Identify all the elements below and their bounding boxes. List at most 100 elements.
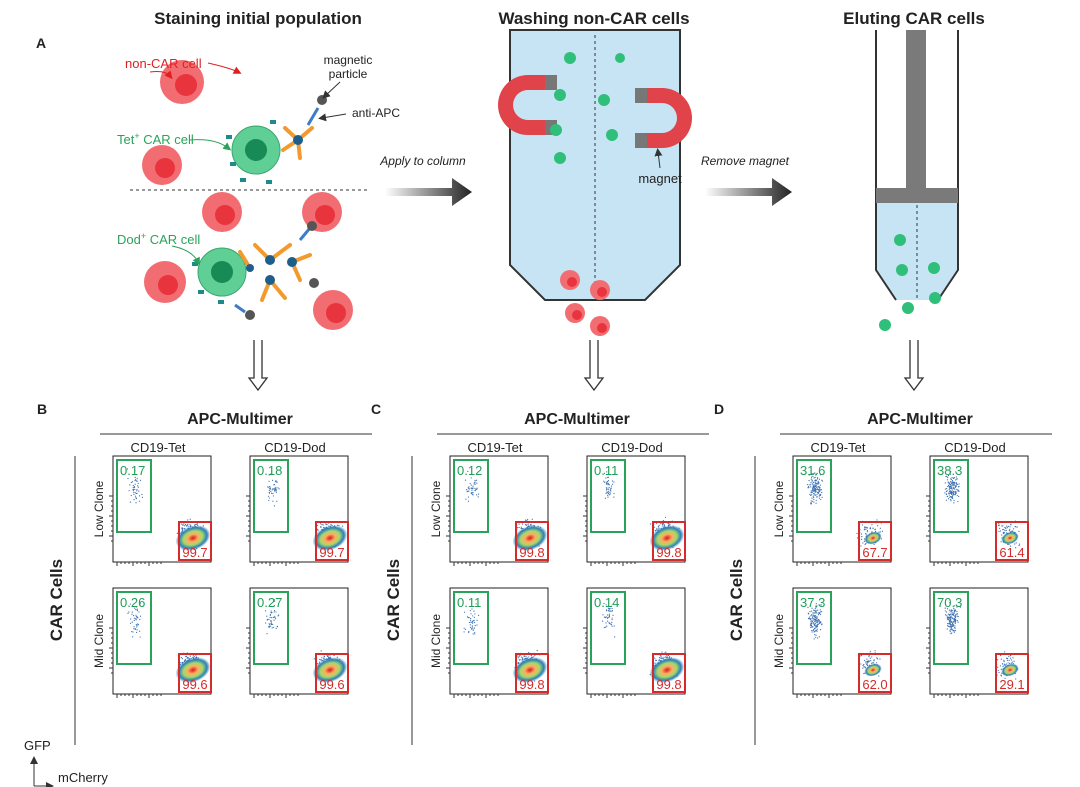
event-dot (810, 623, 812, 625)
event-dot (132, 486, 134, 489)
event-dot (949, 473, 951, 476)
event-dot (954, 485, 956, 487)
event-dot (810, 503, 812, 505)
plot-frame (929, 455, 1029, 563)
flow-plot: 0.11 99.8 (583, 455, 686, 566)
event-dot (808, 480, 810, 482)
event-dot (273, 609, 276, 612)
column-label: CD19-Dod (601, 440, 662, 455)
event-dot (517, 655, 519, 657)
event-dot (999, 530, 1002, 532)
event-dot (997, 669, 999, 672)
annotation-part: CAR cell (140, 132, 194, 147)
event-dot (1001, 534, 1003, 536)
event-dot (879, 531, 881, 533)
event-dot (518, 523, 520, 525)
density-core (312, 657, 348, 683)
event-dot (816, 628, 818, 630)
event-dot (951, 491, 953, 493)
event-dot (1004, 663, 1006, 665)
event-dot (605, 626, 607, 628)
event-dot (812, 487, 814, 489)
event-dot (820, 621, 822, 623)
event-dot (463, 631, 465, 633)
event-dot (955, 483, 958, 485)
event-dot (665, 651, 667, 653)
event-dot (135, 618, 137, 620)
event-dot (666, 654, 668, 657)
event-dot (813, 498, 815, 500)
event-dot (474, 487, 476, 489)
event-dot (658, 659, 661, 661)
event-dot (860, 533, 863, 535)
event-dot (816, 493, 818, 495)
event-dot (865, 527, 867, 529)
event-dot (130, 618, 132, 620)
event-dot (473, 621, 476, 624)
event-dot (950, 500, 952, 502)
event-dot (871, 662, 873, 664)
event-dot (821, 480, 823, 482)
event-dot (952, 485, 954, 487)
event-dot (608, 614, 610, 616)
event-dot (268, 474, 270, 476)
event-dot (467, 470, 469, 473)
event-dot (820, 611, 822, 613)
gate-red (315, 521, 349, 561)
event-dot (135, 502, 137, 504)
event-dot (183, 523, 185, 525)
event-dot (139, 618, 141, 621)
event-dot (607, 494, 609, 496)
event-dot (818, 495, 820, 497)
event-dot (525, 655, 527, 657)
gate-red (652, 653, 686, 693)
event-dot (808, 474, 810, 476)
event-dot (866, 527, 869, 529)
event-dot (819, 486, 821, 488)
event-dot (186, 655, 188, 657)
event-dot (1018, 544, 1020, 547)
event-dot (135, 631, 138, 634)
event-dot (320, 650, 322, 652)
event-dot (270, 621, 272, 623)
event-dot (608, 490, 610, 492)
event-dot (136, 625, 138, 627)
event-dot (133, 617, 136, 619)
event-dot (273, 605, 275, 607)
event-dot (952, 490, 954, 493)
event-dot (866, 531, 868, 533)
event-dot (611, 625, 613, 627)
event-dot (807, 617, 810, 620)
event-dot (130, 494, 132, 497)
event-dot (950, 633, 952, 635)
event-dot (611, 618, 613, 621)
event-dot (603, 616, 606, 618)
gate-green (796, 591, 832, 665)
event-dot (269, 616, 271, 619)
event-dot (274, 616, 276, 619)
event-dot (613, 625, 615, 627)
gate-percent: 99.8 (519, 545, 544, 560)
event-dot (275, 480, 277, 482)
event-dot (809, 484, 811, 486)
event-dot (860, 545, 862, 547)
process-arrow (705, 178, 792, 206)
event-dot (658, 527, 660, 529)
event-dot (478, 493, 480, 495)
event-dot (189, 655, 191, 657)
event-dot (273, 505, 276, 507)
event-dot (950, 495, 952, 498)
density-core (312, 525, 348, 551)
event-dot (865, 660, 867, 663)
gate-percent: 0.14 (594, 595, 619, 610)
event-dot (1002, 525, 1004, 527)
event-dot (807, 612, 809, 614)
event-dot (133, 493, 135, 495)
event-dot (867, 660, 869, 662)
event-dot (816, 605, 818, 607)
event-dot (516, 527, 519, 529)
event-dot (863, 659, 866, 662)
event-dot (950, 486, 952, 488)
event-dot (342, 525, 344, 527)
event-dot (183, 525, 186, 527)
